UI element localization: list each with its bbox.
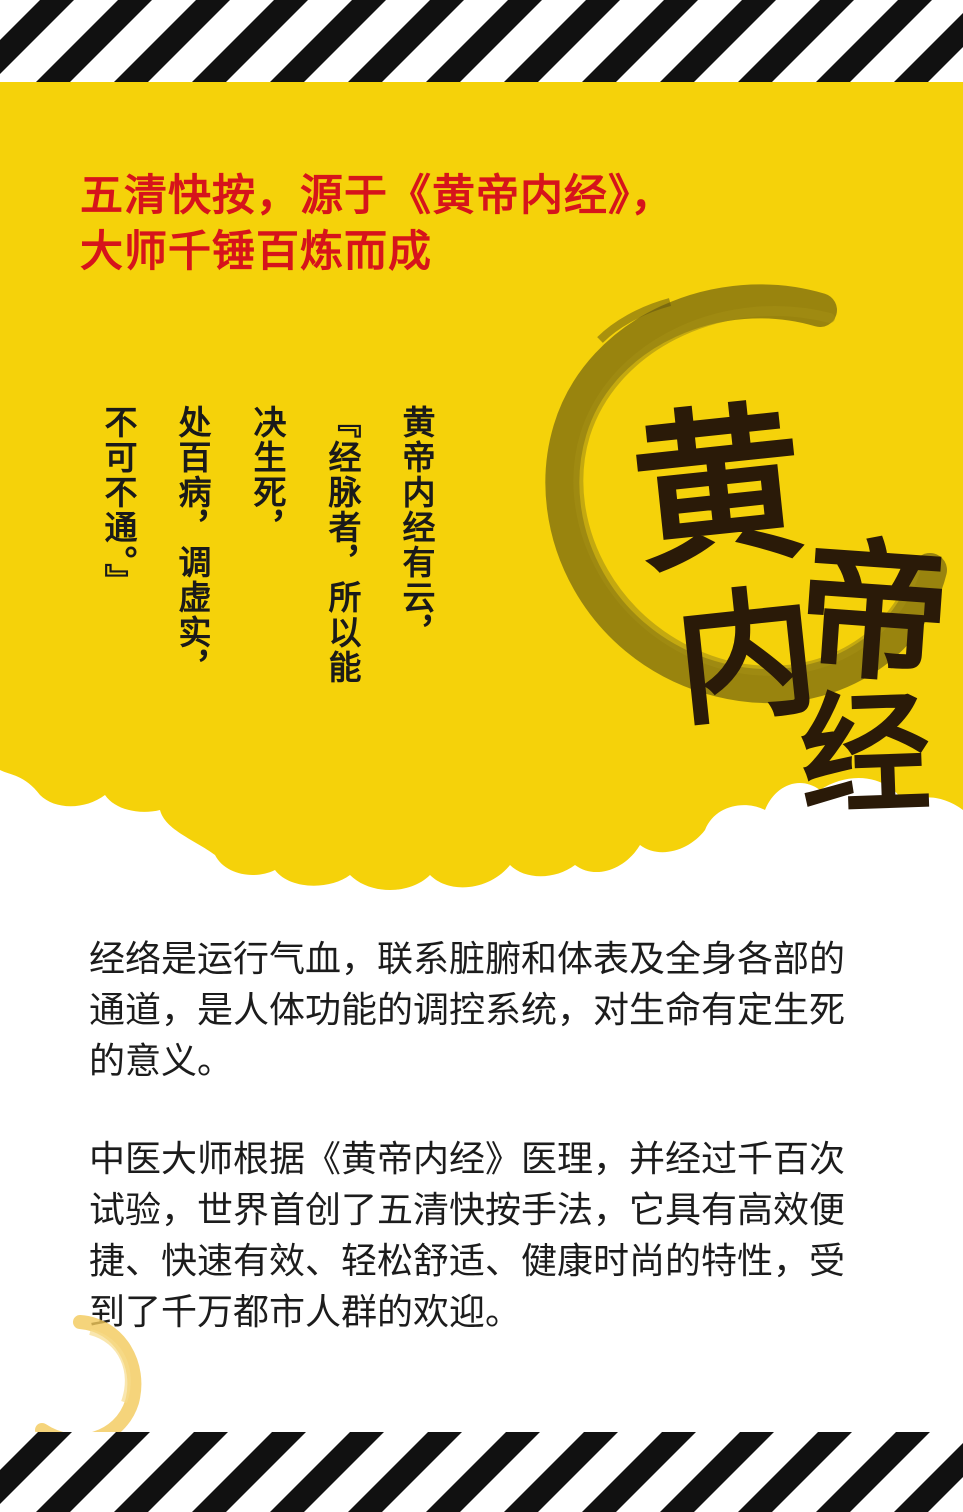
hazard-stripe — [738, 0, 854, 82]
poem-column-2: 『经脉者，所以能 — [323, 405, 362, 685]
hazard-stripe — [36, 0, 152, 82]
hazard-stripe — [582, 0, 698, 82]
headline-line-2: 大师千锤百炼而成 — [80, 227, 432, 277]
headline: 五清快按，源于《黄帝内经》， 大师千锤百炼而成 — [80, 168, 800, 280]
hazard-stripe — [192, 0, 308, 82]
hazard-stripe — [582, 1432, 696, 1512]
hazard-stripe — [738, 1432, 852, 1512]
hazard-stripe — [270, 0, 386, 82]
hazard-stripe — [504, 0, 620, 82]
bottom-hazard-stripes — [0, 1432, 963, 1512]
hazard-stripe — [894, 13, 963, 82]
hazard-stripe — [816, 0, 932, 82]
brush-ring-decoration — [545, 284, 947, 704]
hazard-stripe — [348, 0, 464, 82]
hazard-stripe — [816, 1432, 930, 1512]
hazard-stripe — [348, 1432, 462, 1512]
calligraphy-char-jing: 经 — [797, 675, 934, 834]
hazard-stripe — [660, 0, 776, 82]
hazard-stripe — [114, 1432, 228, 1512]
top-hazard-stripes — [0, 0, 963, 82]
hazard-stripe — [0, 1432, 72, 1504]
hazard-stripe — [504, 1432, 618, 1512]
hazard-stripe — [426, 1432, 540, 1512]
body-paragraph-2: 中医大师根据《黄帝内经》医理，并经过千百次试验，世界首创了五清快按手法，它具有高… — [89, 1139, 846, 1333]
poem-column-5: 不可不通。』 — [99, 405, 138, 599]
hazard-stripe — [894, 1443, 963, 1512]
poem-column-4: 处百病，调虚实， — [173, 405, 212, 685]
hazard-stripe — [114, 0, 230, 82]
poem-column-1: 黄帝内经有云， — [397, 405, 436, 650]
hazard-stripe — [0, 0, 74, 74]
hazard-stripe — [426, 0, 542, 82]
hazard-stripe — [660, 1432, 774, 1512]
hazard-stripe — [270, 1432, 384, 1512]
body-paragraph-1: 经络是运行气血，联系脏腑和体表及全身各部的通道，是人体功能的调控系统，对生命有定… — [89, 939, 846, 1082]
hazard-stripe — [36, 1432, 150, 1512]
headline-line-1: 五清快按，源于《黄帝内经》， — [80, 171, 675, 221]
poem-column-3: 决生死， — [248, 405, 287, 545]
hazard-stripe — [192, 1432, 306, 1512]
